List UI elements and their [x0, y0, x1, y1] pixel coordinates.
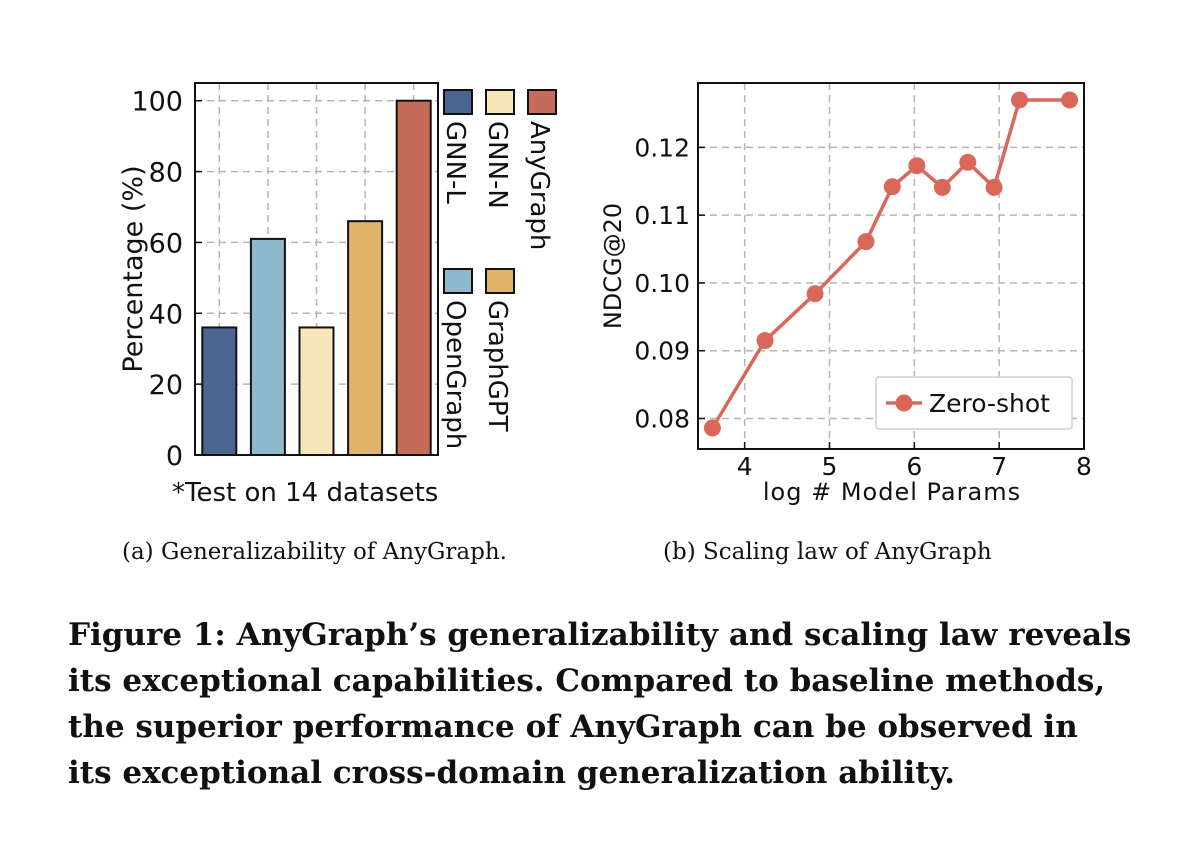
legend-label-opengraph: OpenGraph [440, 300, 470, 449]
y-tick-label: 0.11 [634, 201, 690, 230]
legend-swatch-gnn-n [485, 89, 515, 115]
plot-frame [194, 82, 439, 456]
legend-label-graphgpt: GraphGPT [482, 300, 512, 432]
legend-swatch-anygraph [527, 89, 557, 115]
dataset-note: *Test on 14 datasets [172, 478, 438, 508]
data-point [1011, 91, 1029, 109]
y-tick-label: 100 [131, 87, 183, 118]
y-axis-label: NDCG@20 [599, 203, 627, 329]
x-tick-label: 7 [991, 452, 1007, 481]
data-point [959, 153, 977, 171]
data-point [806, 285, 824, 303]
data-point [857, 233, 875, 251]
legend: Zero-shot [875, 376, 1073, 430]
bars [201, 99, 432, 457]
y-axis-ticks: 0.08 0.09 0.10 0.11 0.12 [634, 133, 705, 434]
caption-line: Figure 1: AnyGraph’s generalizability an… [68, 617, 1132, 653]
data-point [908, 157, 926, 175]
plot-frame [697, 82, 1085, 450]
y-axis-ticks: 0 20 40 60 80 100 [131, 87, 202, 472]
bar-opengraph [249, 237, 286, 456]
bar-chart-generalizability: 0 20 40 60 80 100 Percentage (%) *Test on 14 … [118, 82, 557, 565]
x-axis-label: log # Model Params [763, 478, 1021, 506]
data-point [1061, 91, 1079, 109]
y-tick-label: 0.08 [634, 405, 690, 434]
data-point [933, 178, 951, 196]
y-tick-label: 40 [149, 299, 183, 330]
x-axis-ticks: 4 5 6 7 8 [737, 442, 1092, 481]
y-axis-label: Percentage (%) [118, 165, 149, 372]
legend: GNN-L GNN-N AnyGraph OpenGraph GraphGPT [440, 89, 557, 449]
line-chart-scaling-law: 0.08 0.09 0.10 0.11 0.12 4 5 6 7 8 NDCG@20 log #… [599, 82, 1092, 565]
legend-label-zero-shot: Zero-shot [929, 389, 1050, 418]
y-tick-label: 0 [166, 441, 183, 472]
y-tick-label: 20 [149, 370, 183, 401]
bar-gnn-l [201, 326, 238, 457]
legend-dot-marker [895, 394, 913, 412]
caption-line: its exceptional cross-domain generalizat… [68, 755, 955, 791]
x-tick-label: 6 [906, 452, 922, 481]
legend-label-anygraph: AnyGraph [524, 121, 554, 250]
series-zero-shot [703, 91, 1079, 437]
subcaption-a: (a) Generalizability of AnyGraph. [122, 539, 507, 565]
subcaption-b: (b) Scaling law of AnyGraph [663, 539, 992, 565]
data-point [756, 332, 774, 350]
bar-gnn-n [298, 326, 335, 457]
y-tick-label: 0.10 [634, 269, 690, 298]
legend-swatch-opengraph [443, 268, 473, 294]
data-point [883, 178, 901, 196]
bar-graphgpt [347, 220, 384, 456]
data-point [703, 419, 721, 437]
figure-caption: Figure 1: AnyGraph’s generalizability an… [68, 612, 1168, 796]
caption-line: its exceptional capabilities. Compared t… [68, 663, 1106, 699]
x-tick-label: 4 [737, 452, 753, 481]
y-tick-label: 0.12 [634, 133, 690, 162]
x-tick-label: 5 [822, 452, 838, 481]
y-tick-label: 60 [149, 228, 183, 259]
caption-line: the superior performance of AnyGraph can… [68, 709, 1078, 745]
legend-swatch-gnn-l [443, 89, 473, 115]
legend-frame [875, 376, 1073, 430]
y-tick-label: 80 [149, 158, 183, 189]
legend-label-gnn-l: GNN-L [440, 121, 470, 204]
data-point [985, 178, 1003, 196]
legend-label-gnn-n: GNN-N [482, 121, 512, 209]
x-tick-label: 8 [1076, 452, 1092, 481]
legend-swatch-graphgpt [485, 268, 515, 294]
bar-anygraph [395, 99, 432, 456]
y-tick-label: 0.09 [634, 337, 690, 366]
